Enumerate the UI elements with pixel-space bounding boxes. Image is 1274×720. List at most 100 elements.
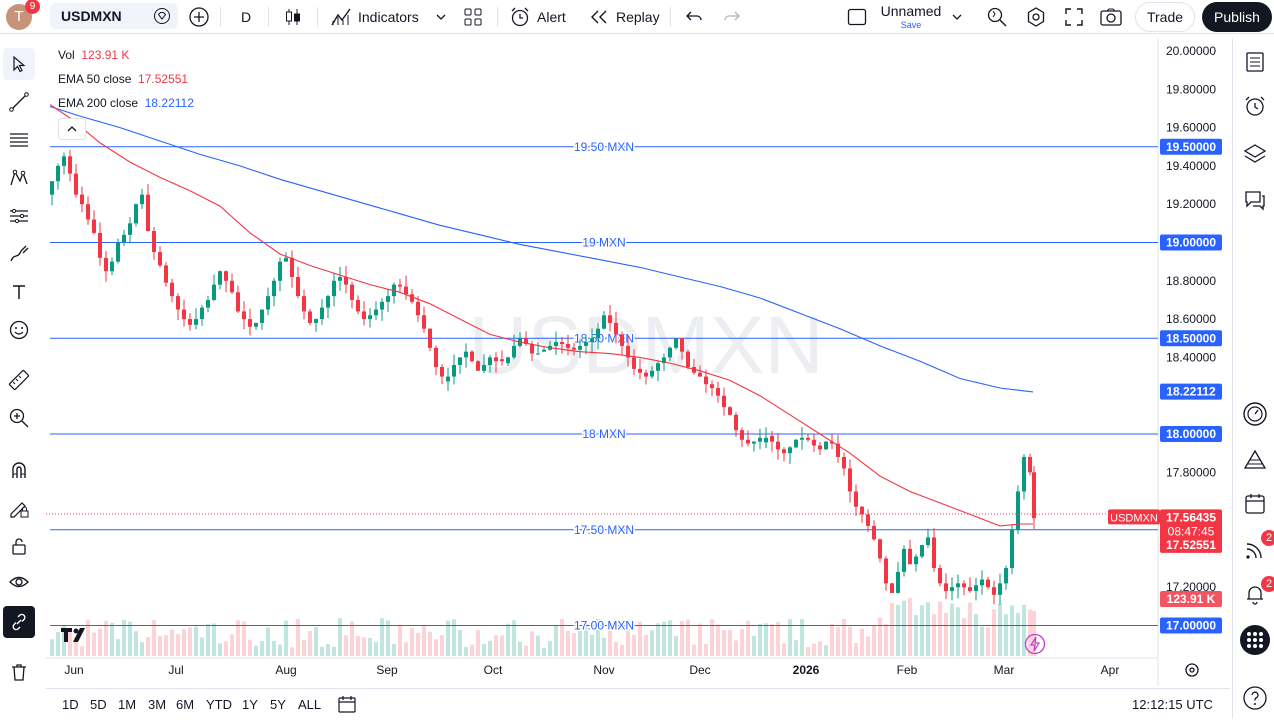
chevron-down-icon[interactable]: [436, 0, 446, 33]
range-button-5d[interactable]: 5D: [90, 697, 107, 712]
volume-bar: [542, 647, 546, 656]
range-button-5y[interactable]: 5Y: [270, 697, 286, 712]
layout-name-button[interactable]: Unnamed Save: [874, 3, 948, 31]
volume-bar: [800, 619, 804, 656]
text-tool-icon[interactable]: [3, 276, 35, 308]
candle-body: [986, 579, 990, 588]
collapse-legend-button[interactable]: [58, 118, 86, 140]
trash-icon[interactable]: [3, 656, 35, 688]
compare-plus-icon[interactable]: [188, 0, 210, 33]
publish-label: Publish: [1214, 9, 1260, 25]
date-range-calendar-icon[interactable]: [336, 695, 358, 718]
fullscreen-icon[interactable]: [1064, 0, 1084, 33]
link-icon[interactable]: [3, 606, 35, 638]
ruler-icon[interactable]: [3, 364, 35, 396]
watchlist-icon[interactable]: [1239, 46, 1271, 78]
cursor-icon[interactable]: [3, 48, 35, 80]
volume-bar: [926, 602, 930, 656]
volume-bar: [620, 644, 624, 656]
candle-body: [812, 439, 816, 446]
alarm-clock-icon[interactable]: [1239, 90, 1271, 122]
ideas-pyramid-icon[interactable]: [1239, 444, 1271, 476]
legend-ema50[interactable]: EMA 50 close 17.52551: [58, 72, 188, 86]
candle: [992, 580, 996, 605]
notification-bell-icon[interactable]: 2: [1239, 576, 1274, 610]
last-price-bg: [1160, 509, 1222, 540]
volume-bar: [998, 603, 1002, 656]
chat-icon[interactable]: [1239, 184, 1271, 216]
volume-bar: [464, 646, 468, 656]
range-button-1d[interactable]: 1D: [62, 697, 79, 712]
publish-button[interactable]: Publish: [1202, 2, 1272, 32]
lightning-icon[interactable]: [1024, 633, 1046, 660]
legend-volume[interactable]: Vol 123.91 K: [58, 48, 129, 62]
range-button-ytd[interactable]: YTD: [206, 697, 232, 712]
trade-button[interactable]: Trade: [1135, 2, 1195, 32]
candle-body: [686, 351, 690, 367]
camera-icon[interactable]: [1099, 0, 1123, 33]
interval-selector[interactable]: D: [241, 0, 251, 33]
indicators-button[interactable]: Indicators: [330, 0, 419, 33]
candle: [908, 539, 912, 565]
chevron-down-icon[interactable]: [952, 0, 962, 33]
volume-bar: [380, 618, 384, 656]
layouts-grid-icon[interactable]: [463, 0, 483, 33]
candle: [74, 164, 78, 198]
layers-icon[interactable]: [1239, 138, 1271, 170]
speedometer-icon[interactable]: [1239, 398, 1271, 430]
candle-body: [806, 437, 810, 440]
pattern-icon[interactable]: [3, 162, 35, 194]
axis-settings-icon[interactable]: [1184, 662, 1200, 683]
volume-bar: [128, 621, 132, 656]
symbol-search[interactable]: USDMXN: [50, 3, 178, 29]
candle-body: [488, 357, 492, 366]
volume-bar: [404, 642, 408, 656]
candle-type-icon[interactable]: [283, 0, 303, 33]
clock-time[interactable]: 12:12:15 UTC: [1132, 697, 1213, 712]
brush-icon[interactable]: [3, 238, 35, 270]
help-icon[interactable]: [1239, 682, 1271, 714]
magnet-icon[interactable]: [3, 454, 35, 486]
calendar-icon[interactable]: [1239, 488, 1271, 520]
lock-pencil-icon[interactable]: [3, 492, 35, 524]
redo-icon[interactable]: [723, 0, 741, 33]
settings-gear-icon[interactable]: [1025, 0, 1047, 33]
time-tick-label: Jun: [64, 663, 83, 677]
candle-body: [458, 357, 462, 366]
replay-button[interactable]: Replay: [590, 0, 660, 33]
chart-pane[interactable]: USDMXN 19.50 MXN 19.50000 19 MXN 19.00000 18…: [46, 38, 1230, 686]
range-button-6m[interactable]: 6M: [176, 697, 195, 712]
candle: [212, 274, 216, 302]
undo-icon[interactable]: [685, 0, 703, 33]
quick-search-icon[interactable]: [986, 0, 1008, 33]
trend-line-icon[interactable]: [3, 86, 35, 118]
volume-bar: [644, 634, 648, 656]
measure-tools-icon[interactable]: [3, 200, 35, 232]
candle-body: [314, 319, 318, 323]
avatar[interactable]: T 9: [6, 0, 40, 33]
layout-checkbox-icon[interactable]: [847, 0, 867, 33]
tradingview-logo-icon[interactable]: [60, 626, 92, 649]
price-chart[interactable]: USDMXN 19.50 MXN 19.50000 19 MXN 19.00000 18…: [46, 38, 1230, 686]
signals-icon[interactable]: 2: [1239, 530, 1274, 566]
alert-button[interactable]: Alert: [509, 0, 566, 33]
volume-bar: [56, 632, 60, 656]
range-button-1m[interactable]: 1M: [118, 697, 137, 712]
horizontal-lines-icon[interactable]: [3, 124, 35, 156]
range-button-all[interactable]: ALL: [298, 697, 322, 712]
eye-icon[interactable]: [3, 566, 35, 598]
volume-bar: [1016, 613, 1020, 656]
apps-grid-icon[interactable]: [1239, 624, 1271, 656]
avatar-circle[interactable]: T 9: [6, 0, 40, 30]
ema-50-line: [49, 104, 1033, 527]
zoom-in-icon[interactable]: [3, 402, 35, 434]
lock-icon[interactable]: [3, 530, 35, 562]
volume-bar: [254, 645, 258, 656]
range-button-3m[interactable]: 3M: [148, 697, 167, 712]
legend-ema200[interactable]: EMA 200 close 18.22112: [58, 96, 194, 110]
emoji-icon[interactable]: [3, 314, 35, 346]
symbol-tag-text: USDMXN: [1110, 512, 1158, 524]
diamond-icon[interactable]: [154, 8, 170, 27]
range-button-1y[interactable]: 1Y: [242, 697, 258, 712]
volume-legend-label: Vol: [58, 48, 75, 62]
